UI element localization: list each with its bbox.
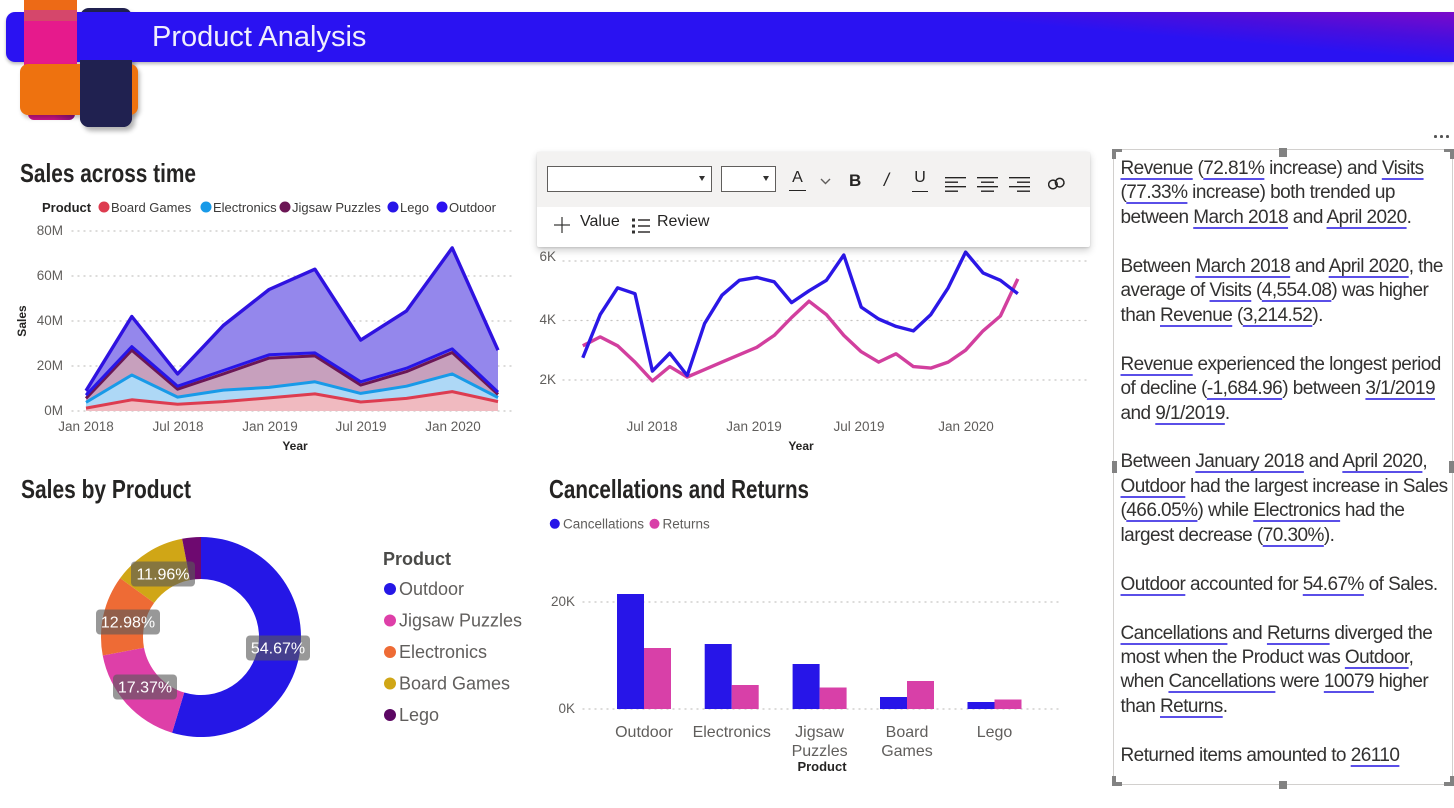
svg-text:Jigsaw Puzzles: Jigsaw Puzzles bbox=[292, 200, 381, 215]
svg-text:Cancellations: Cancellations bbox=[563, 517, 644, 532]
svg-text:4K: 4K bbox=[539, 312, 556, 327]
svg-text:60M: 60M bbox=[37, 268, 63, 283]
svg-text:Electronics: Electronics bbox=[213, 200, 277, 215]
svg-text:Sales across time: Sales across time bbox=[20, 158, 196, 188]
svg-text:Jan 2019: Jan 2019 bbox=[242, 419, 298, 434]
svg-text:Board Games: Board Games bbox=[399, 674, 510, 694]
svg-text:Outdoor: Outdoor bbox=[399, 579, 464, 599]
svg-text:20M: 20M bbox=[37, 358, 63, 373]
svg-text:Jul 2018: Jul 2018 bbox=[626, 419, 677, 434]
svg-text:Jul 2019: Jul 2019 bbox=[335, 419, 386, 434]
svg-text:Jan 2019: Jan 2019 bbox=[726, 419, 782, 434]
svg-text:Puzzles: Puzzles bbox=[792, 743, 848, 760]
svg-text:0K: 0K bbox=[558, 701, 575, 716]
svg-text:Jul 2018: Jul 2018 bbox=[152, 419, 203, 434]
svg-text:Jigsaw Puzzles: Jigsaw Puzzles bbox=[399, 611, 522, 631]
svg-text:Board: Board bbox=[886, 724, 929, 741]
svg-text:Jul 2019: Jul 2019 bbox=[833, 419, 884, 434]
svg-text:54.67%: 54.67% bbox=[251, 641, 305, 658]
svg-text:Year: Year bbox=[282, 439, 308, 453]
svg-text:17.37%: 17.37% bbox=[118, 680, 172, 697]
svg-text:6K: 6K bbox=[539, 249, 556, 264]
svg-text:Jigsaw: Jigsaw bbox=[795, 724, 844, 741]
svg-text:40M: 40M bbox=[37, 313, 63, 328]
svg-text:Product: Product bbox=[383, 549, 451, 569]
svg-text:Electronics: Electronics bbox=[693, 724, 771, 741]
svg-text:11.96%: 11.96% bbox=[136, 567, 189, 584]
svg-text:Returns: Returns bbox=[663, 517, 711, 532]
svg-text:2K: 2K bbox=[539, 372, 556, 387]
svg-text:Lego: Lego bbox=[400, 200, 429, 215]
svg-text:Sales by Product: Sales by Product bbox=[21, 474, 191, 504]
svg-text:Outdoor: Outdoor bbox=[615, 724, 673, 741]
svg-text:Jan 2018: Jan 2018 bbox=[58, 419, 114, 434]
svg-text:Sales: Sales bbox=[15, 305, 29, 337]
svg-text:Cancellations and Returns: Cancellations and Returns bbox=[549, 474, 809, 504]
svg-text:Year: Year bbox=[788, 439, 814, 453]
svg-text:Board Games: Board Games bbox=[111, 200, 192, 215]
svg-text:0M: 0M bbox=[44, 403, 63, 418]
svg-text:Lego: Lego bbox=[399, 705, 439, 725]
svg-text:Jan 2020: Jan 2020 bbox=[938, 419, 994, 434]
svg-text:12.98%: 12.98% bbox=[101, 615, 155, 632]
svg-text:20K: 20K bbox=[551, 594, 575, 609]
svg-text:80M: 80M bbox=[37, 223, 63, 238]
svg-text:Jan 2020: Jan 2020 bbox=[425, 419, 481, 434]
svg-text:Product: Product bbox=[797, 759, 847, 774]
svg-text:Lego: Lego bbox=[977, 724, 1013, 741]
svg-text:Electronics: Electronics bbox=[399, 642, 487, 662]
svg-text:Outdoor: Outdoor bbox=[449, 200, 497, 215]
svg-text:Product: Product bbox=[42, 200, 92, 215]
svg-text:Games: Games bbox=[881, 743, 933, 760]
